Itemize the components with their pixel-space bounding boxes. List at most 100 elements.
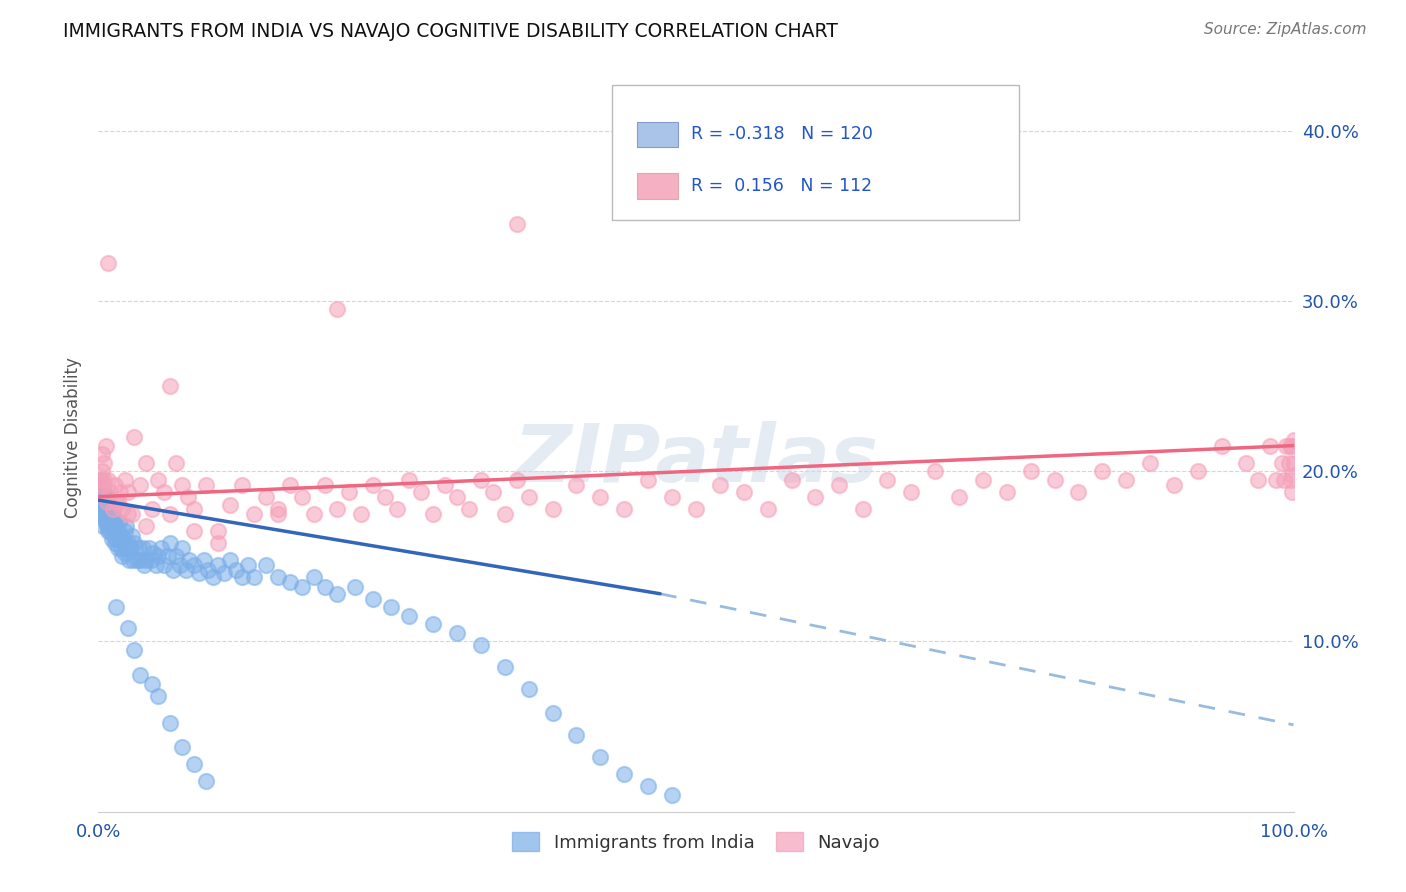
Point [350, 507, 373, 521]
Point [159, 379, 181, 393]
Point [202, 570, 225, 584]
Point [124, 535, 146, 549]
Point [91, 477, 114, 491]
Point [179, 552, 201, 566]
Point [91, 493, 114, 508]
Point [470, 638, 492, 652]
Point [93, 484, 115, 499]
Point [422, 507, 444, 521]
Point [326, 501, 349, 516]
Point [112, 535, 135, 549]
Point [107, 515, 129, 529]
FancyBboxPatch shape [637, 173, 678, 199]
Point [291, 490, 314, 504]
Point [1067, 484, 1090, 499]
Point [135, 518, 157, 533]
Point [94, 439, 117, 453]
Point [174, 563, 197, 577]
Point [98, 507, 122, 521]
Point [231, 477, 253, 491]
Point [302, 507, 325, 521]
Point [1264, 473, 1286, 487]
Point [107, 541, 129, 555]
Point [458, 501, 481, 516]
Point [103, 512, 125, 526]
Point [111, 529, 134, 543]
Point [1281, 467, 1303, 482]
Point [1163, 477, 1185, 491]
Point [1275, 439, 1298, 453]
Point [374, 490, 396, 504]
Point [207, 558, 229, 572]
Point [434, 477, 457, 491]
Point [91, 464, 114, 478]
Point [91, 518, 114, 533]
Point [589, 750, 612, 764]
Point [804, 490, 827, 504]
Point [398, 608, 420, 623]
Point [254, 558, 277, 572]
Point [93, 456, 115, 470]
Point [1139, 456, 1161, 470]
Point [1278, 456, 1301, 470]
Point [101, 507, 124, 521]
Text: R =  0.156   N = 112: R = 0.156 N = 112 [692, 177, 872, 195]
Point [129, 552, 152, 566]
Point [177, 490, 200, 504]
Point [149, 541, 172, 555]
Point [1282, 434, 1305, 448]
Point [1281, 439, 1303, 453]
Point [517, 682, 540, 697]
Point [135, 552, 157, 566]
Point [139, 552, 162, 566]
Point [90, 501, 112, 516]
Point [114, 473, 136, 487]
Point [104, 477, 127, 491]
Point [446, 626, 468, 640]
Point [101, 518, 124, 533]
Point [128, 541, 150, 555]
Point [541, 501, 564, 516]
Point [91, 484, 114, 499]
Point [129, 668, 152, 682]
Point [876, 473, 898, 487]
Point [1258, 439, 1281, 453]
Point [96, 518, 118, 533]
Point [107, 529, 129, 543]
Point [145, 558, 167, 572]
Point [900, 484, 922, 499]
Point [91, 505, 114, 519]
Point [1278, 439, 1301, 453]
Point [828, 477, 851, 491]
Point [94, 501, 117, 516]
Point [141, 501, 163, 516]
Point [470, 473, 492, 487]
Point [1019, 464, 1042, 478]
Point [111, 501, 134, 516]
Point [398, 473, 420, 487]
Point [517, 490, 540, 504]
Point [105, 533, 128, 547]
Point [326, 587, 349, 601]
Point [159, 716, 181, 731]
Point [183, 558, 205, 572]
Point [183, 501, 205, 516]
Point [97, 501, 120, 516]
Text: IMMIGRANTS FROM INDIA VS NAVAJO COGNITIVE DISABILITY CORRELATION CHART: IMMIGRANTS FROM INDIA VS NAVAJO COGNITIV… [63, 22, 838, 41]
Point [117, 484, 139, 499]
Point [183, 524, 205, 538]
Point [90, 484, 112, 499]
Point [131, 541, 153, 555]
Point [924, 464, 946, 478]
Legend: Immigrants from India, Navajo: Immigrants from India, Navajo [505, 825, 887, 859]
Point [93, 498, 115, 512]
Point [506, 217, 529, 231]
Point [101, 501, 124, 516]
Point [121, 529, 143, 543]
Point [111, 549, 134, 564]
Point [129, 477, 152, 491]
Point [948, 490, 970, 504]
Point [107, 524, 129, 538]
Point [124, 430, 146, 444]
Point [231, 570, 253, 584]
